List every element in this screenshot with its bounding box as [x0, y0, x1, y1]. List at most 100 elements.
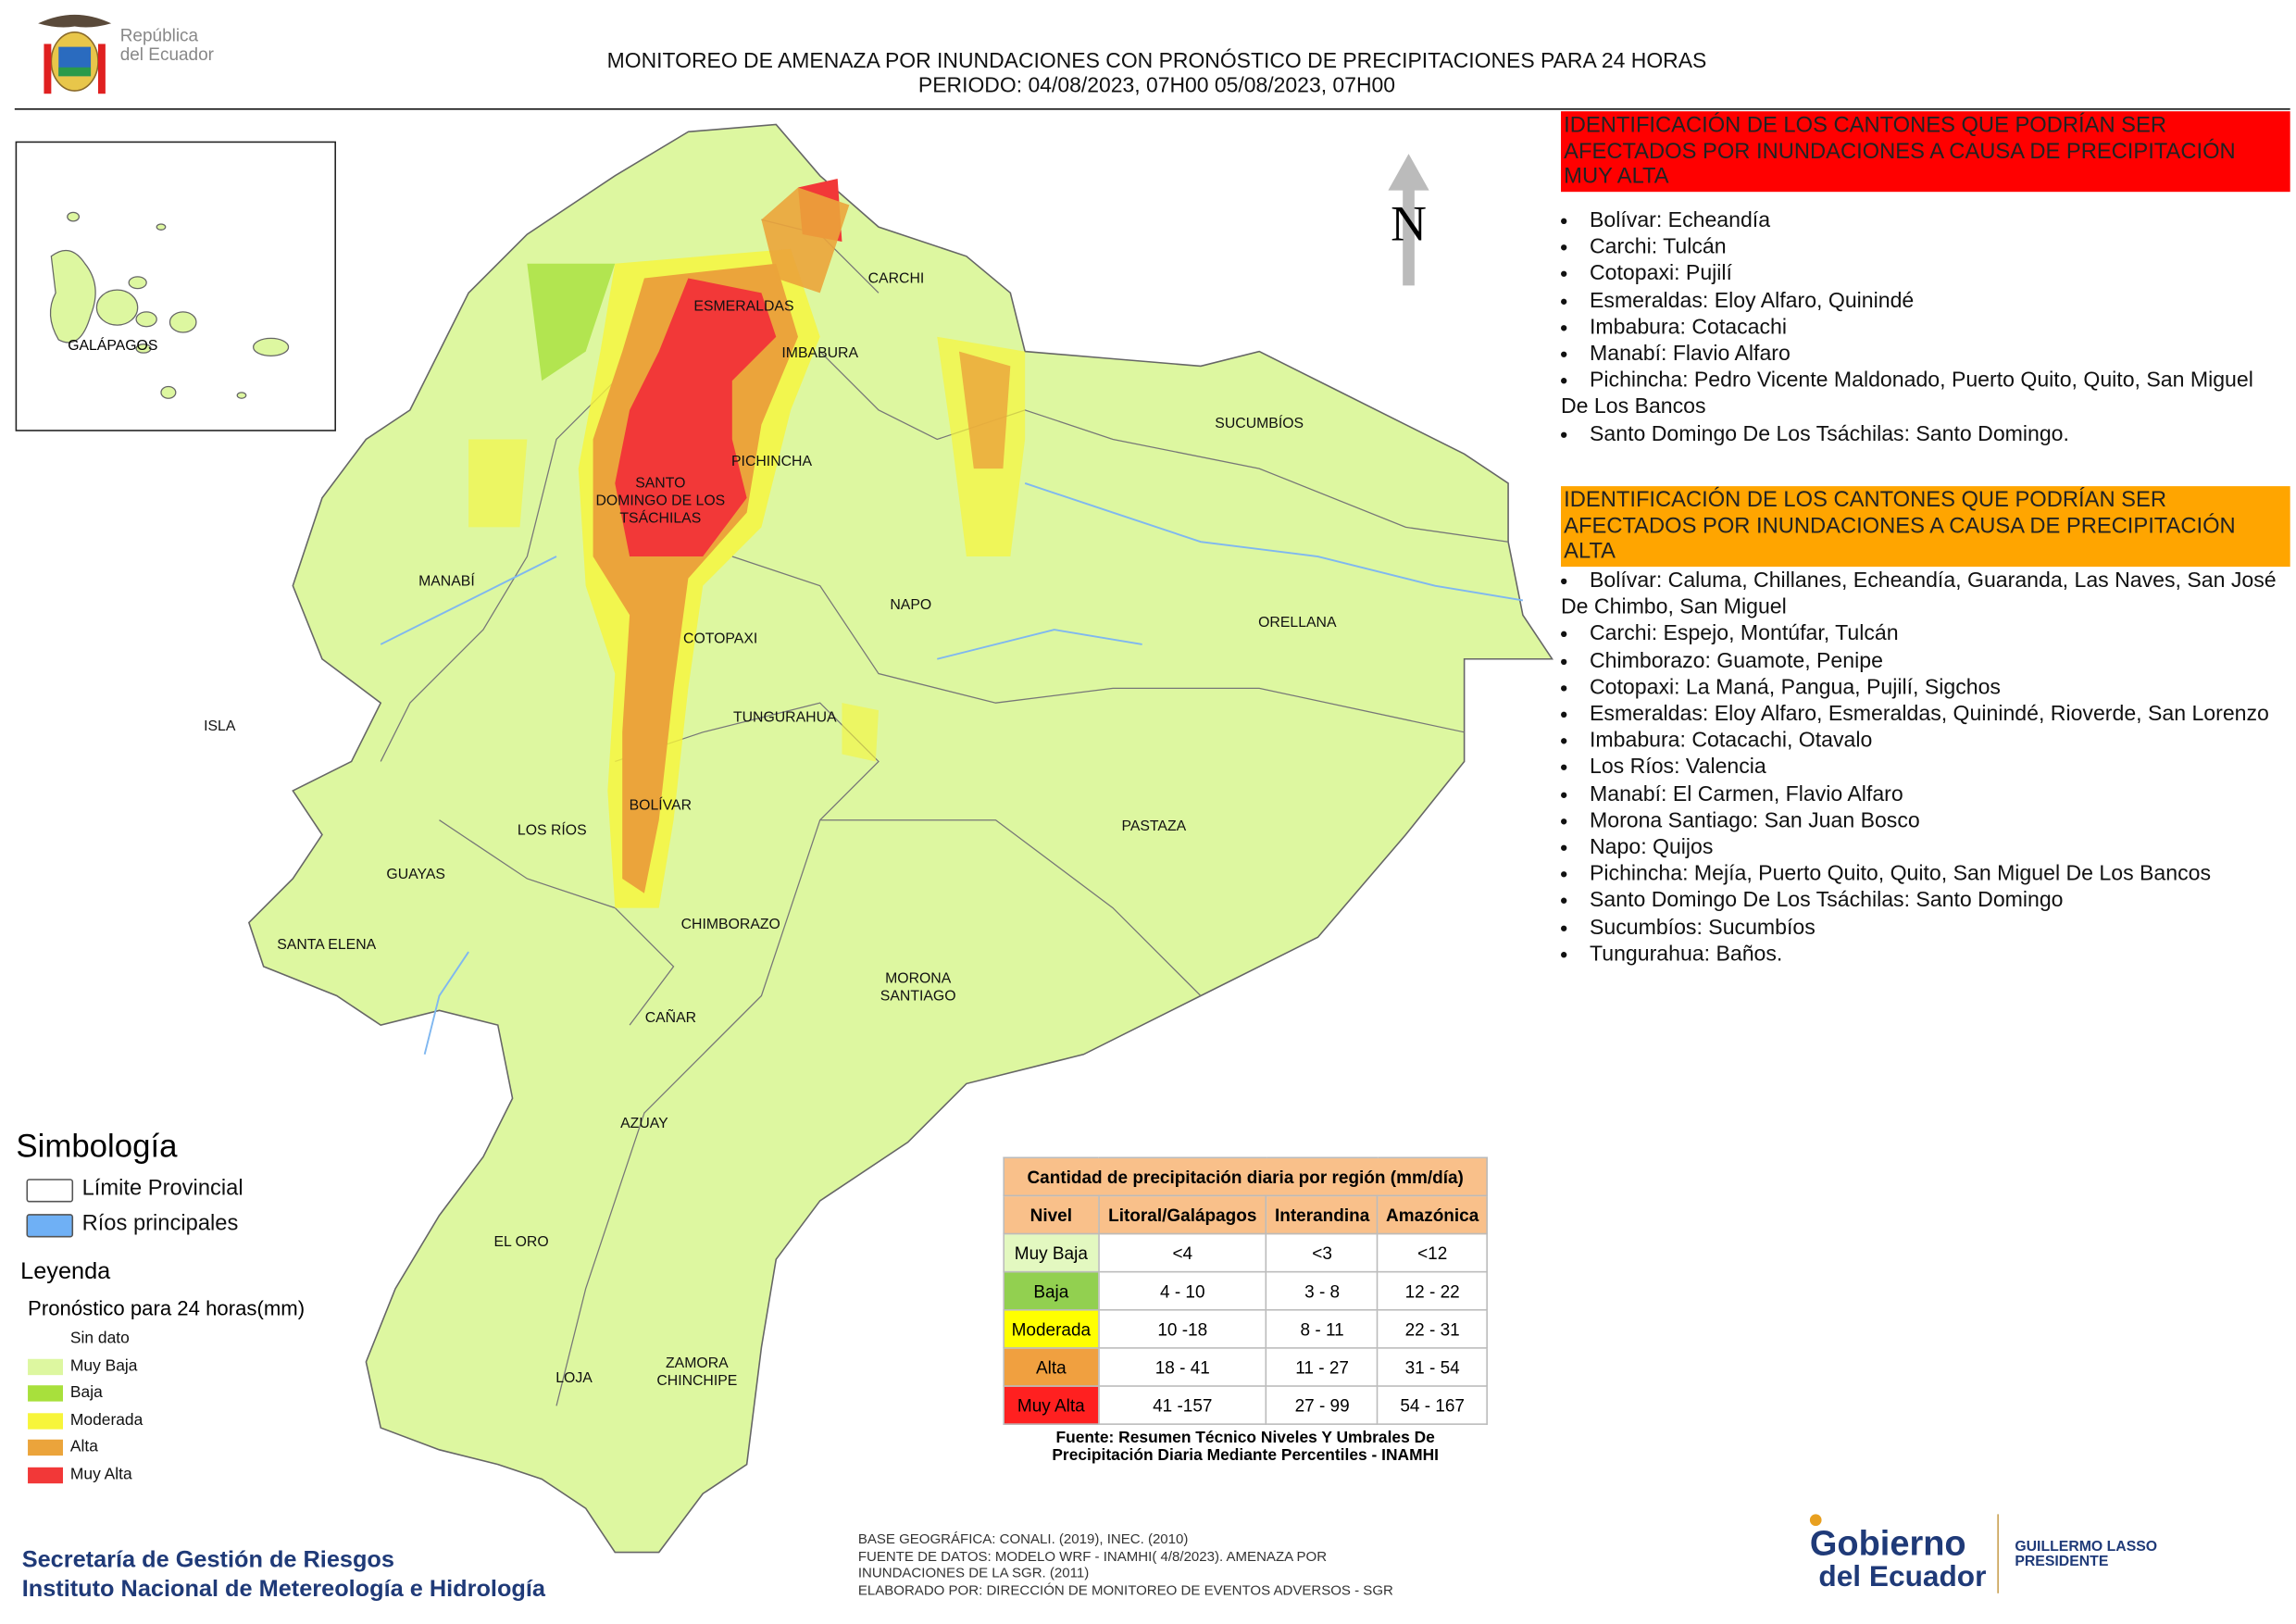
panel-list: Bolívar: Caluma, Chillanes, Echeandía, G…	[1561, 568, 2281, 968]
table-row: Muy Alta 41 -157 27 - 99 54 - 167	[1003, 1385, 1488, 1425]
legend-subtitle: Pronóstico para 24 horas(mm)	[28, 1295, 306, 1320]
symbol-label: Límite Provincial	[81, 1176, 243, 1201]
legend-label: Baja	[69, 1383, 103, 1402]
panel-item: Carchi: Espejo, Montúfar, Tulcán	[1561, 621, 2281, 648]
period: PERIODO: 04/08/2023, 07H00 05/08/2023, 0…	[917, 74, 1396, 98]
province-label: EL ORO	[493, 1234, 548, 1252]
table-cell: <3	[1266, 1232, 1379, 1273]
province-line: SANTA ELENA	[277, 937, 377, 954]
province-line: TUNGURAHUA	[732, 710, 837, 727]
header-rule	[14, 108, 2290, 110]
province-line: TSÁCHILAS	[619, 510, 702, 528]
symbol-swatch	[26, 1214, 74, 1238]
province-line: PASTAZA	[1121, 818, 1187, 835]
province-line: IMBABURA	[781, 345, 859, 362]
logo-text: República	[119, 24, 199, 46]
logo-line: del Ecuador	[1818, 1561, 1987, 1593]
title: MONITOREO DE AMENAZA POR INUNDACIONES CO…	[606, 49, 1707, 74]
panel-item: Esmeraldas: Eloy Alfaro, Quinindé	[1561, 288, 2281, 315]
table-title: Cantidad de precipitación diaria por reg…	[1003, 1156, 1488, 1197]
table-cell: 11 - 27	[1266, 1347, 1379, 1387]
panel-item: Esmeraldas: Eloy Alfaro, Esmeraldas, Qui…	[1561, 702, 2281, 729]
province-label: SUCUMBÍOS	[1215, 416, 1304, 433]
province-label: LOJA	[555, 1370, 593, 1388]
province-line: MANABÍ	[418, 573, 475, 591]
province-line: CAÑAR	[644, 1010, 697, 1027]
table-row: Alta 18 - 41 11 - 27 31 - 54	[1003, 1347, 1488, 1387]
province-line: LOJA	[555, 1370, 593, 1387]
north-arrow	[1388, 154, 1429, 286]
panel-list: Bolívar: EcheandíaCarchi: TulcánCotopaxi…	[1561, 208, 2281, 448]
institution: Secretaría de Gestión de Riesgos	[21, 1547, 394, 1573]
president-name: GUILLERMO LASSO	[2015, 1539, 2158, 1555]
province-label: TUNGURAHUA	[733, 710, 837, 728]
rivers	[380, 482, 1524, 1056]
table-header: Nivel	[1003, 1194, 1100, 1235]
table-source: Fuente: Resumen Técnico Niveles Y Umbral…	[1052, 1429, 1440, 1465]
panel-item: Pichincha: Mejía, Puerto Quito, Quito, S…	[1561, 861, 2281, 888]
province-label: MORONA SANTIAGO	[880, 971, 956, 1006]
province-label: ZAMORA CHINCHIPE	[656, 1356, 737, 1392]
province-label: SANTA ELENA	[277, 937, 376, 955]
province-line: CARCHI	[867, 270, 925, 287]
panel-item: Imbabura: Cotacachi	[1561, 315, 2281, 342]
table-cell: <4	[1097, 1232, 1267, 1273]
legend-swatch	[28, 1440, 64, 1456]
logo-dot	[1809, 1514, 1822, 1527]
table-cell: 3 - 8	[1266, 1270, 1379, 1311]
province-line: SANTO	[635, 476, 686, 493]
table-cell: Moderada	[1003, 1308, 1100, 1349]
panel-item: Santo Domingo De Los Tsáchilas: Santo Do…	[1561, 888, 2281, 915]
table-cell: Muy Baja	[1003, 1232, 1100, 1273]
table-cell: Alta	[1003, 1347, 1100, 1387]
table-row: Moderada 10 -18 8 - 11 22 - 31	[1003, 1308, 1488, 1349]
panel-heading: IDENTIFICACIÓN DE LOS CANTONES QUE PODRÍ…	[1561, 111, 2290, 192]
panel-item: Manabí: El Carmen, Flavio Alfaro	[1561, 781, 2281, 808]
table-cell: 12 - 22	[1377, 1270, 1488, 1311]
table-cell: <12	[1377, 1232, 1488, 1273]
symbology-title: Simbología	[16, 1127, 178, 1165]
table-header-row: Nivel Litoral/Galápagos Interandina Amazóni…	[1003, 1194, 1488, 1235]
credit-line: INUNDACIONES DE LA SGR. (2011)	[857, 1565, 1090, 1582]
mainland	[247, 123, 1554, 1554]
province-line: PICHINCHA	[731, 454, 813, 470]
province-line: DOMINGO DE LOS	[595, 493, 726, 510]
threshold-table: Cantidad de precipitación diaria por reg…	[1003, 1156, 1488, 1465]
logo-line: Gobierno	[1809, 1524, 1966, 1565]
province-label: CARCHI	[868, 271, 925, 289]
province-line: ESMERALDAS	[693, 298, 794, 316]
panel-item: Sucumbíos: Sucumbíos	[1561, 915, 2281, 942]
symbol-swatch	[26, 1179, 74, 1203]
table-cell: Baja	[1003, 1270, 1100, 1311]
panel-item: Santo Domingo De Los Tsáchilas: Santo Do…	[1561, 421, 2281, 448]
province-line: ORELLANA	[1258, 615, 1337, 631]
province-label: IMBABURA	[781, 345, 858, 363]
panel-item: Cotopaxi: Pujilí	[1561, 261, 2281, 288]
legend-swatch	[28, 1358, 64, 1375]
province-label: MANABÍ	[418, 574, 475, 592]
province-label: LOS RÍOS	[518, 823, 587, 841]
logo-text: del Ecuador	[119, 44, 214, 65]
panel-item: Carchi: Tulcán	[1561, 234, 2281, 261]
province-line: EL ORO	[493, 1234, 549, 1251]
table-header: Litoral/Galápagos	[1097, 1194, 1267, 1235]
legend-label: Moderada	[69, 1411, 144, 1430]
panel-item: Manabí: Flavio Alfaro	[1561, 342, 2281, 369]
panel-item: Los Ríos: Valencia	[1561, 755, 2281, 781]
province-line: BOLÍVAR	[629, 797, 693, 815]
table-header: Interandina	[1266, 1194, 1379, 1235]
province-line: LOS RÍOS	[517, 822, 587, 840]
panel-item: Chimborazo: Guamote, Penipe	[1561, 648, 2281, 675]
province-label: CHIMBORAZO	[681, 917, 780, 934]
province-label: GUAYAS	[386, 867, 445, 884]
panel-item: Pichincha: Pedro Vicente Maldonado, Puer…	[1561, 368, 2281, 421]
credit-line: FUENTE DE DATOS: MODELO WRF - INAMHI( 4/…	[857, 1548, 1328, 1565]
province-line: ISLA	[204, 718, 236, 735]
province-label: BOLÍVAR	[630, 798, 692, 816]
table-cell: 4 - 10	[1097, 1270, 1267, 1311]
credit-line: BASE GEOGRÁFICA: CONALI. (2019), INEC. (…	[857, 1531, 1189, 1548]
table-cell: 27 - 99	[1266, 1385, 1379, 1425]
province-line: SANTIAGO	[880, 988, 956, 1005]
legend-label: Muy Alta	[69, 1466, 132, 1484]
